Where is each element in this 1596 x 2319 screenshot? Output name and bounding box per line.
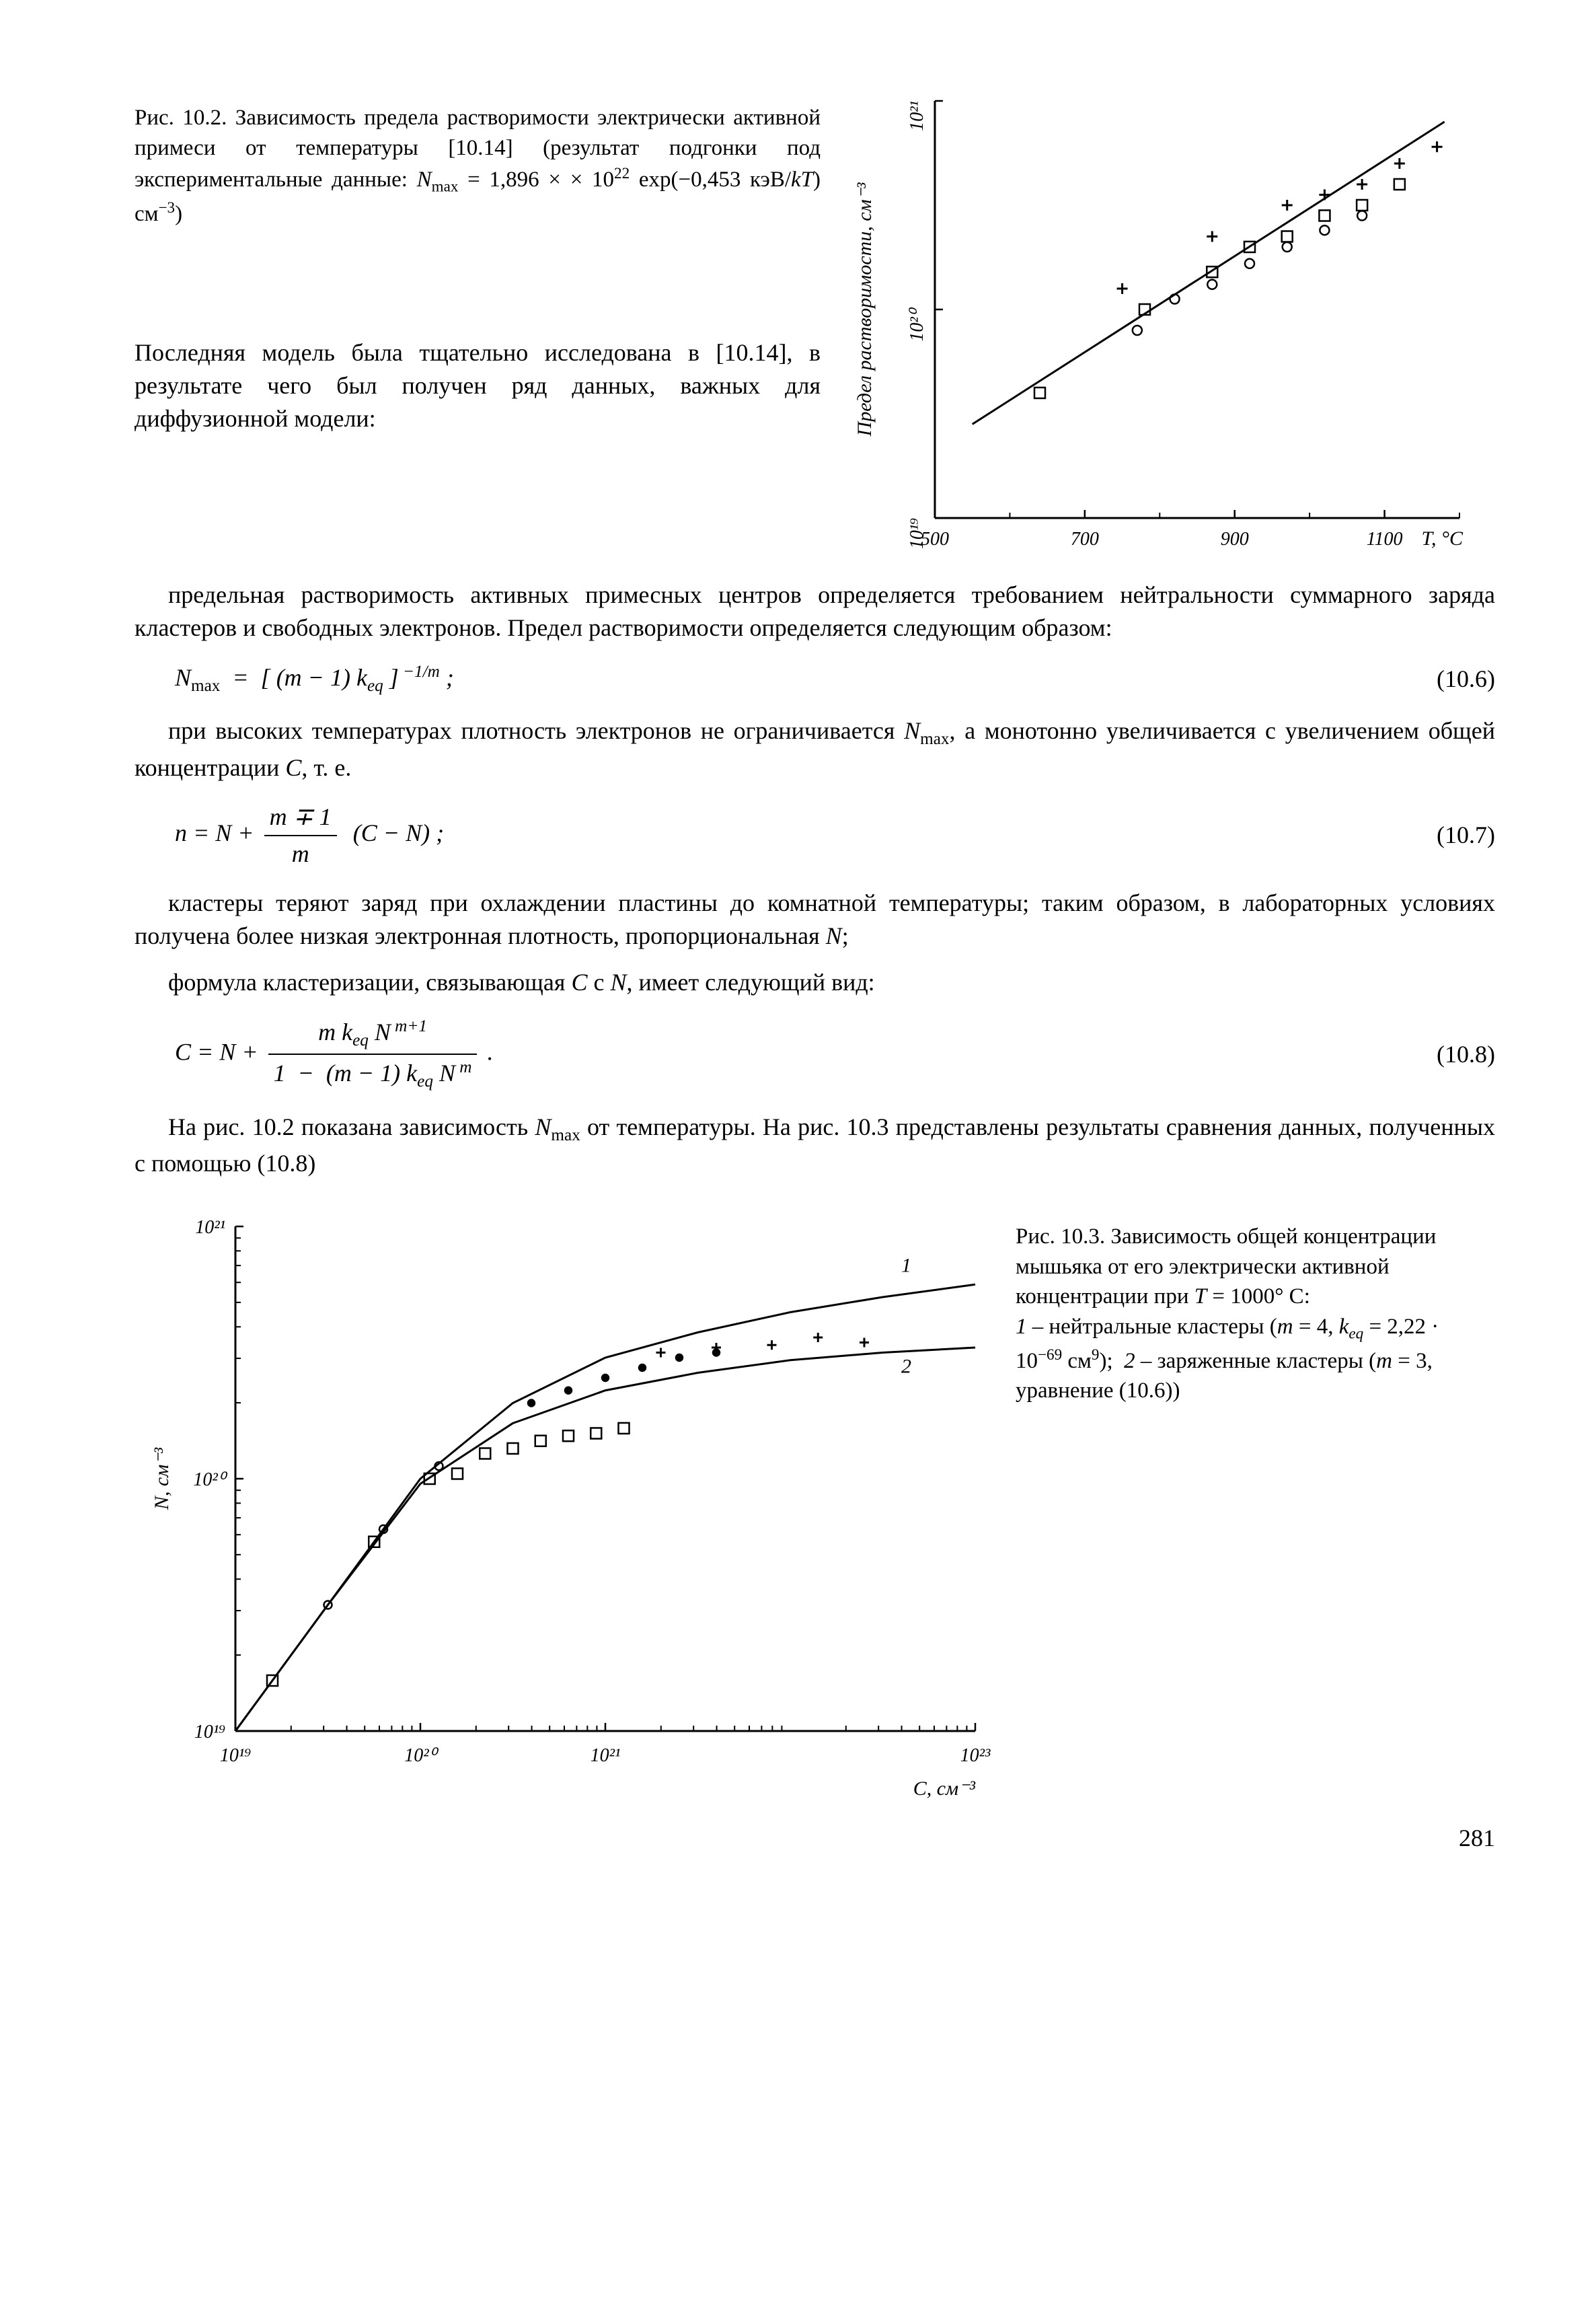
svg-text:10¹⁹: 10¹⁹ [220,1745,251,1766]
svg-text:2: 2 [901,1356,911,1378]
svg-text:10²³: 10²³ [960,1745,991,1766]
page-number: 281 [135,1822,1495,1855]
equation-number: (10.8) [1437,1038,1495,1071]
svg-text:10²⁰: 10²⁰ [907,307,927,341]
svg-text:10²⁰: 10²⁰ [193,1469,227,1490]
svg-text:C, см⁻³: C, см⁻³ [913,1777,976,1800]
svg-text:Предел растворимости, см⁻³: Предел растворимости, см⁻³ [853,182,876,437]
svg-text:1: 1 [901,1255,911,1277]
paragraph-2: предельная растворимость активных примес… [135,579,1495,644]
figure-10-3-caption: Рис. 10.3. Зависимость общей концентраци… [1016,1222,1446,1406]
svg-text:N, см⁻³: N, см⁻³ [151,1447,173,1510]
equation-10-6: Nmax = [ (m − 1) keq ] −1/m ; (10.6) [175,661,1495,698]
svg-text:10¹⁹: 10¹⁹ [194,1722,225,1742]
paragraph-1: Последняя модель была тщательно исследов… [135,336,821,435]
svg-text:T, °C: T, °C [1422,527,1464,550]
svg-text:10²¹: 10²¹ [907,101,927,131]
figure-10-3-chart: 10¹⁹ 10²⁰ 10²¹ 10²³ 10¹⁹ 10²⁰ 10²¹ C, см⁻³ N, см… [135,1200,995,1805]
figure-10-2-caption: Рис. 10.2. Зависимость предела растворим… [135,103,821,229]
svg-text:10²¹: 10²¹ [591,1745,621,1766]
equation-number: (10.6) [1437,663,1495,696]
figure-10-2-chart: 500700900110010¹⁹10²⁰10²¹T, °CПредел рас… [841,81,1495,565]
paragraph-5: формула кластеризации, связывающая C с N… [135,966,1495,999]
svg-text:900: 900 [1221,529,1249,550]
paragraph-4: кластеры теряют заряд при охлаждении пла… [135,887,1495,952]
svg-text:1100: 1100 [1367,529,1403,550]
equation-10-8: C = N + m keq N m+11 − (m − 1) keq N m .… [175,1015,1495,1093]
svg-text:10¹⁹: 10¹⁹ [907,518,927,549]
paragraph-3: при высоких температурах плотность элект… [135,714,1495,784]
equation-10-7: n = N + m ∓ 1m (C − N) ; (10.7) [175,801,1495,870]
svg-text:10²¹: 10²¹ [195,1217,225,1238]
paragraph-6: На рис. 10.2 показана зависимость Nmax о… [135,1111,1495,1180]
svg-text:10²⁰: 10²⁰ [404,1745,439,1766]
svg-text:700: 700 [1071,529,1099,550]
equation-number: (10.7) [1437,819,1495,852]
